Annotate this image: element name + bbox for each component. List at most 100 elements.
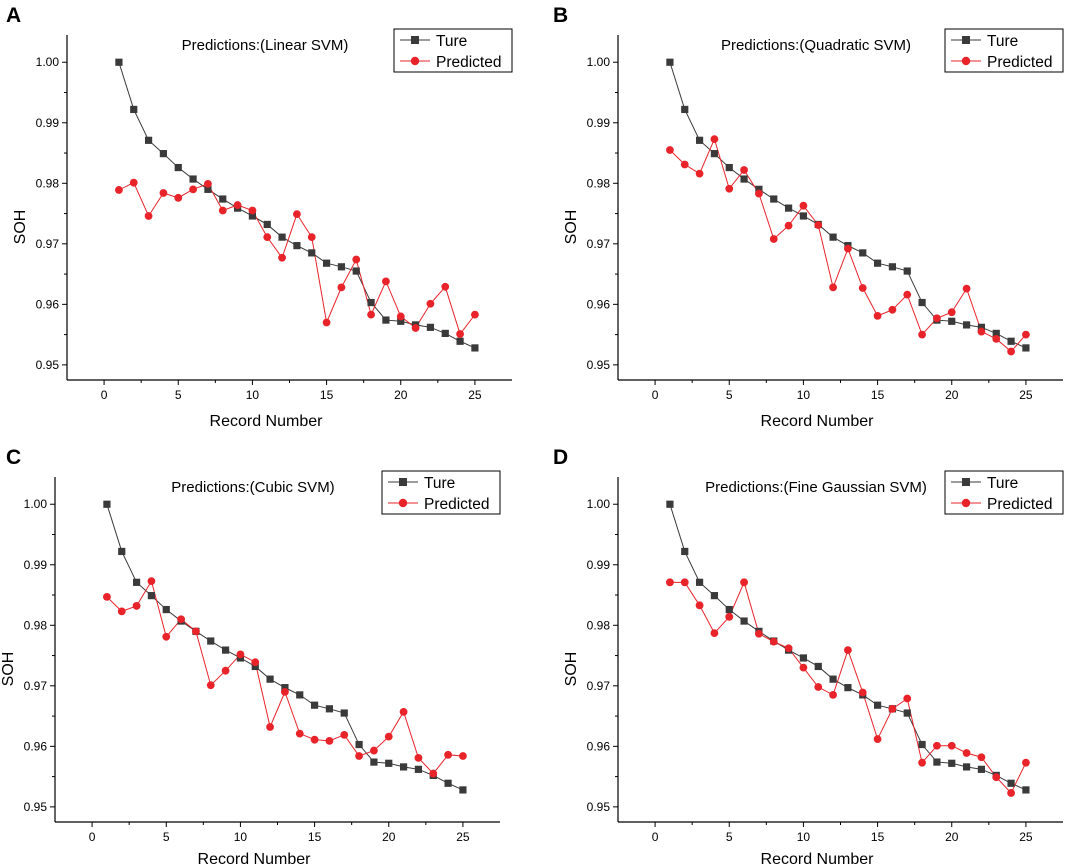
y-tick-label: 0.97: [24, 679, 48, 693]
data-point-predicted: [695, 601, 704, 610]
x-tick-label: 20: [394, 388, 408, 402]
data-point-predicted: [103, 592, 111, 601]
panel-letter: B: [553, 4, 568, 27]
data-point-predicted: [769, 235, 778, 243]
data-point-predicted: [384, 732, 393, 741]
data-point-predicted: [814, 683, 823, 691]
data-point-predicted: [695, 169, 704, 178]
data-point-predicted: [233, 201, 242, 209]
data-point-true: [248, 212, 257, 220]
data-point-true: [293, 242, 301, 250]
data-point-predicted: [873, 311, 882, 320]
data-point-predicted: [740, 166, 748, 174]
data-point-predicted: [829, 690, 837, 699]
data-point-predicted: [784, 221, 793, 230]
x-tick-label: 25: [1019, 388, 1033, 402]
data-point-predicted: [352, 255, 361, 264]
y-tick-label: 1.00: [24, 497, 48, 511]
y-axis-label: SOH: [0, 652, 17, 687]
data-point-true: [844, 684, 852, 692]
data-point-true: [337, 263, 346, 271]
data-point-true: [829, 233, 837, 241]
x-axis-label: Record Number: [761, 413, 875, 430]
y-tick-label: 0.98: [587, 618, 611, 632]
data-point-true: [784, 204, 793, 212]
y-tick-label: 0.99: [24, 558, 48, 572]
data-point-true: [770, 195, 778, 203]
data-point-predicted: [221, 666, 230, 675]
data-point-true: [859, 249, 867, 257]
data-point-true: [132, 578, 141, 586]
data-point-true: [174, 163, 182, 172]
data-point-predicted: [218, 206, 227, 215]
data-point-predicted: [933, 741, 941, 750]
x-tick-label: 20: [945, 388, 959, 402]
data-point-true: [367, 298, 375, 307]
data-point-predicted: [918, 758, 926, 767]
data-point-true: [221, 646, 230, 654]
data-point-true: [799, 654, 808, 662]
y-tick-label: 0.96: [36, 297, 60, 311]
data-point-true: [414, 765, 423, 773]
x-tick-label: 10: [234, 830, 248, 844]
legend-marker-predicted: [961, 56, 971, 66]
legend-marker-predicted: [961, 498, 971, 508]
data-point-predicted: [459, 752, 467, 760]
x-tick-label: 25: [1019, 830, 1033, 844]
data-point-predicted: [903, 290, 912, 299]
panel-c: C Predictions:(Cubic SVM) Record Number …: [0, 446, 501, 867]
x-tick-label: 10: [797, 830, 811, 844]
data-point-true: [352, 267, 360, 275]
data-point-predicted: [189, 185, 197, 194]
y-tick-label: 0.95: [587, 800, 611, 814]
data-point-predicted: [307, 233, 316, 242]
data-point-predicted: [799, 201, 808, 210]
data-point-true: [144, 136, 153, 144]
legend-marker-true: [962, 478, 970, 486]
data-point-true: [695, 578, 704, 586]
data-point-true: [681, 547, 689, 556]
data-point-true: [322, 259, 331, 267]
data-point-predicted: [1007, 789, 1015, 797]
data-point-predicted: [769, 637, 778, 646]
data-point-predicted: [396, 312, 405, 321]
data-point-true: [740, 617, 748, 625]
data-point-true: [370, 758, 378, 766]
y-tick-label: 0.99: [36, 116, 60, 130]
data-point-predicted: [456, 330, 464, 338]
data-point-predicted: [918, 330, 926, 339]
data-point-true: [296, 691, 304, 699]
data-point-true: [456, 337, 464, 345]
data-point-true: [992, 329, 1000, 337]
data-point-true: [426, 323, 435, 331]
legend: Ture Predicted: [393, 28, 513, 73]
data-point-true: [459, 786, 467, 794]
data-point-true: [397, 317, 405, 325]
y-tick-label: 1.00: [587, 497, 611, 511]
x-tick-label: 5: [726, 830, 733, 844]
data-point-true: [962, 321, 971, 329]
plot-area: 0 5 10 15 20 25 0.95 0.96 0.97 0.98 0.99 1.00: [36, 35, 512, 402]
data-point-true: [933, 758, 941, 766]
data-point-predicted: [666, 146, 674, 154]
data-point-true: [219, 195, 227, 203]
plot-area: 0 5 10 15 20 25 0.95 0.96 0.97 0.98 0.99 1.00: [24, 477, 500, 844]
data-point-true: [444, 779, 452, 787]
data-point-true: [355, 740, 363, 749]
data-point-predicted: [992, 773, 1001, 782]
data-point-predicted: [1007, 347, 1015, 356]
data-point-true: [103, 500, 111, 508]
data-point-predicted: [947, 308, 956, 317]
y-tick-label: 0.95: [36, 358, 60, 372]
data-point-predicted: [977, 753, 986, 762]
data-point-predicted: [144, 212, 153, 220]
data-point-predicted: [281, 687, 289, 696]
data-point-true: [441, 329, 449, 337]
data-point-true: [207, 637, 215, 645]
data-point-true: [399, 763, 408, 771]
legend-marker-true: [399, 478, 407, 486]
data-point-true: [681, 105, 689, 114]
data-point-true: [278, 233, 286, 241]
y-tick-label: 0.96: [24, 739, 48, 753]
